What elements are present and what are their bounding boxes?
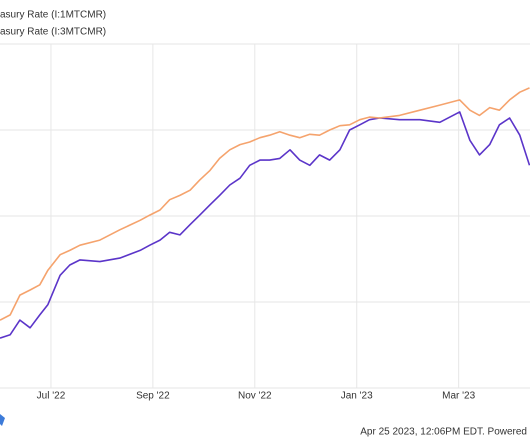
x-tick-label: Jan '23 bbox=[341, 391, 373, 402]
x-tick-label: Mar '23 bbox=[442, 391, 475, 402]
legend-label: asury Rate (I:1MTCMR) bbox=[0, 10, 106, 21]
footer: Apr 25 2023, 12:06PM EDT. Powered bbox=[360, 427, 527, 438]
series-line bbox=[0, 111, 530, 339]
x-tick-label: Sep '22 bbox=[136, 391, 170, 402]
x-tick-label: Jul '22 bbox=[37, 391, 66, 402]
series-line bbox=[0, 87, 530, 321]
logo-mark bbox=[0, 414, 5, 426]
logo bbox=[0, 414, 5, 426]
x-tick-label: Nov '22 bbox=[238, 391, 272, 402]
legend-label: asury Rate (I:3MTCMR) bbox=[0, 27, 106, 38]
